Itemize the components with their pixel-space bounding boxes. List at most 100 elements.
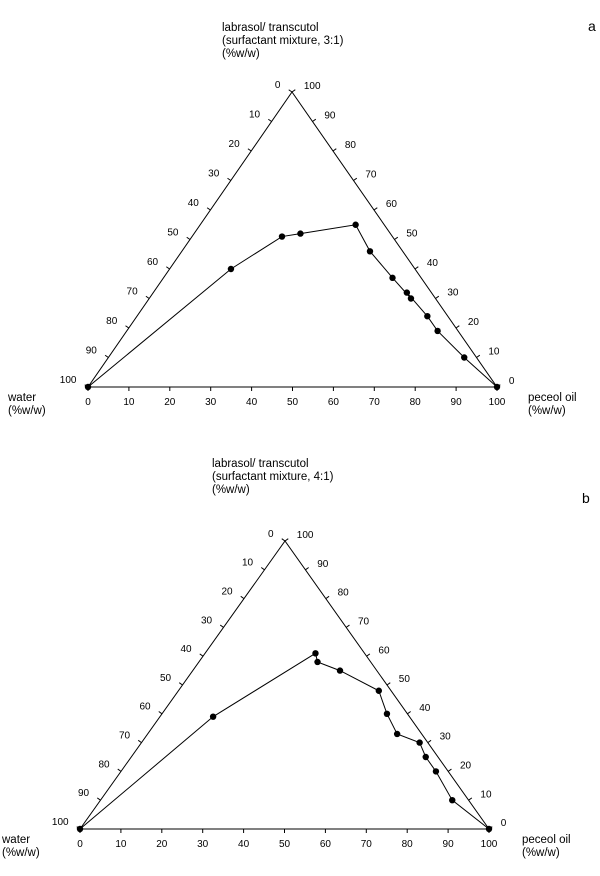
- left-axis-tick-label: 30: [201, 615, 213, 626]
- ternary-plot-area: 0 10 20 30 40 50 60 70 80 90 100010203040506070809…: [60, 80, 515, 408]
- data-point: [493, 383, 501, 391]
- data-point: [336, 667, 344, 674]
- data-point: [209, 713, 217, 720]
- data-point: [84, 383, 92, 391]
- left-axis-tick-label: 80: [106, 316, 118, 327]
- data-point: [375, 687, 383, 694]
- left-axis-tick-label: 80: [98, 759, 110, 770]
- right-vertex-label-line: (%w/w): [528, 405, 566, 417]
- left-axis-tick: [227, 177, 232, 181]
- top-vertex-label-line: (%w/w): [212, 484, 250, 496]
- left-axis-tick-label: 20: [229, 139, 241, 150]
- bottom-axis-tick-label: 60: [328, 397, 340, 408]
- triangle-frame: [79, 540, 490, 830]
- right-axis-tick-label: 40: [427, 258, 439, 269]
- left-axis-tick: [96, 797, 101, 801]
- top-vertex-label: labrasol/ transcutol (surfactant mixture…: [212, 458, 333, 497]
- left-axis-tick: [240, 595, 245, 600]
- right-axis-tick-label: 10: [480, 789, 492, 800]
- bottom-axis-tick-label: 90: [443, 839, 455, 850]
- right-axis-tick: [345, 624, 350, 628]
- data-point: [314, 658, 321, 666]
- left-vertex-label-line: (%w/w): [2, 847, 40, 859]
- left-axis-tick-label: 0: [268, 529, 274, 540]
- bottom-axis-tick-label: 90: [451, 397, 463, 408]
- top-vertex-label-line: (%w/w): [222, 48, 260, 60]
- right-axis-tick: [468, 797, 473, 801]
- data-point: [297, 230, 304, 237]
- bottom-axis-tick-label: 10: [123, 397, 135, 408]
- data-point: [393, 730, 401, 738]
- top-vertex-label-line: labrasol/ transcutol: [222, 22, 319, 34]
- right-axis-tick: [414, 266, 419, 270]
- right-axis-tick-label: 70: [358, 616, 370, 627]
- right-vertex-label: peceol oil (%w/w): [528, 392, 577, 418]
- right-axis-tick: [455, 325, 460, 329]
- right-axis-tick-label: 60: [378, 645, 390, 656]
- bottom-axis-tick-label: 30: [205, 397, 217, 408]
- data-point: [434, 327, 441, 335]
- data-point: [416, 739, 423, 746]
- top-vertex-label-line: (surfactant mixture, 4:1): [212, 471, 334, 483]
- bottom-axis-tick-label: 10: [115, 839, 127, 850]
- left-axis-tick-label: 50: [160, 673, 172, 684]
- left-axis-tick-label: 10: [242, 558, 254, 569]
- left-vertex-label: water (%w/w): [8, 392, 46, 418]
- left-axis-tick-label: 0: [275, 80, 281, 91]
- left-axis-tick: [158, 711, 163, 715]
- right-axis-tick: [476, 354, 481, 358]
- right-axis-tick-label: 10: [488, 347, 500, 358]
- triangle-frame: [87, 91, 498, 388]
- left-vertex-label: water (%w/w): [2, 834, 40, 860]
- left-axis-tick-label: 90: [78, 788, 90, 799]
- left-axis-tick: [206, 207, 211, 211]
- left-axis-tick-label: 30: [208, 169, 220, 180]
- left-axis-tick: [199, 653, 204, 657]
- right-axis-tick: [386, 682, 391, 686]
- right-axis-tick-label: 20: [468, 317, 480, 328]
- right-axis-tick: [447, 768, 452, 772]
- data-point: [278, 233, 286, 240]
- bottom-axis-tick-label: 80: [402, 839, 414, 850]
- bottom-axis-tick-label: 40: [238, 839, 250, 850]
- right-axis-tick-label: 80: [345, 140, 357, 151]
- left-axis-tick-label: 60: [147, 257, 159, 268]
- left-axis-tick-label: 100: [60, 375, 77, 386]
- right-axis-tick: [332, 148, 337, 152]
- right-axis-tick-label: 100: [304, 81, 321, 92]
- bottom-axis-tick-label: 30: [197, 839, 209, 850]
- panel-letter: a: [588, 18, 596, 34]
- right-axis-tick-label: 70: [365, 170, 377, 181]
- ternary-chart-b: labrasol/ transcutol (surfactant mixture…: [0, 438, 600, 876]
- data-point: [449, 797, 456, 804]
- right-axis-tick-label: 30: [440, 732, 452, 743]
- right-axis-tick: [373, 207, 378, 211]
- bottom-axis-tick-label: 0: [77, 839, 83, 850]
- left-axis-tick: [281, 538, 286, 542]
- left-axis-tick: [288, 89, 293, 93]
- right-axis-tick: [284, 538, 289, 542]
- left-axis-tick: [125, 325, 130, 329]
- right-axis-tick-label: 50: [399, 674, 411, 685]
- data-point: [407, 295, 415, 302]
- right-vertex-label-line: peceol oil: [522, 834, 571, 846]
- left-vertex-label-line: (%w/w): [8, 405, 46, 417]
- data-point: [485, 825, 493, 833]
- right-axis-tick-label: 20: [460, 760, 472, 771]
- right-axis-tick-label: 0: [501, 818, 507, 829]
- bottom-axis-tick-label: 70: [369, 397, 381, 408]
- right-axis-tick: [394, 236, 399, 240]
- data-point: [461, 354, 468, 361]
- right-axis-tick-label: 80: [338, 588, 350, 599]
- left-axis-tick: [178, 682, 183, 686]
- data-point: [227, 265, 235, 273]
- bottom-axis-tick-label: 50: [287, 397, 299, 408]
- bottom-axis-tick-label: 80: [410, 397, 422, 408]
- left-axis-tick: [145, 295, 150, 299]
- right-vertex-label-line: peceol oil: [528, 392, 577, 404]
- right-axis-tick: [435, 295, 440, 299]
- left-axis-tick-label: 100: [52, 817, 69, 828]
- right-axis-tick: [407, 711, 411, 715]
- left-axis-tick: [247, 148, 252, 152]
- bottom-axis-tick-label: 70: [361, 839, 373, 850]
